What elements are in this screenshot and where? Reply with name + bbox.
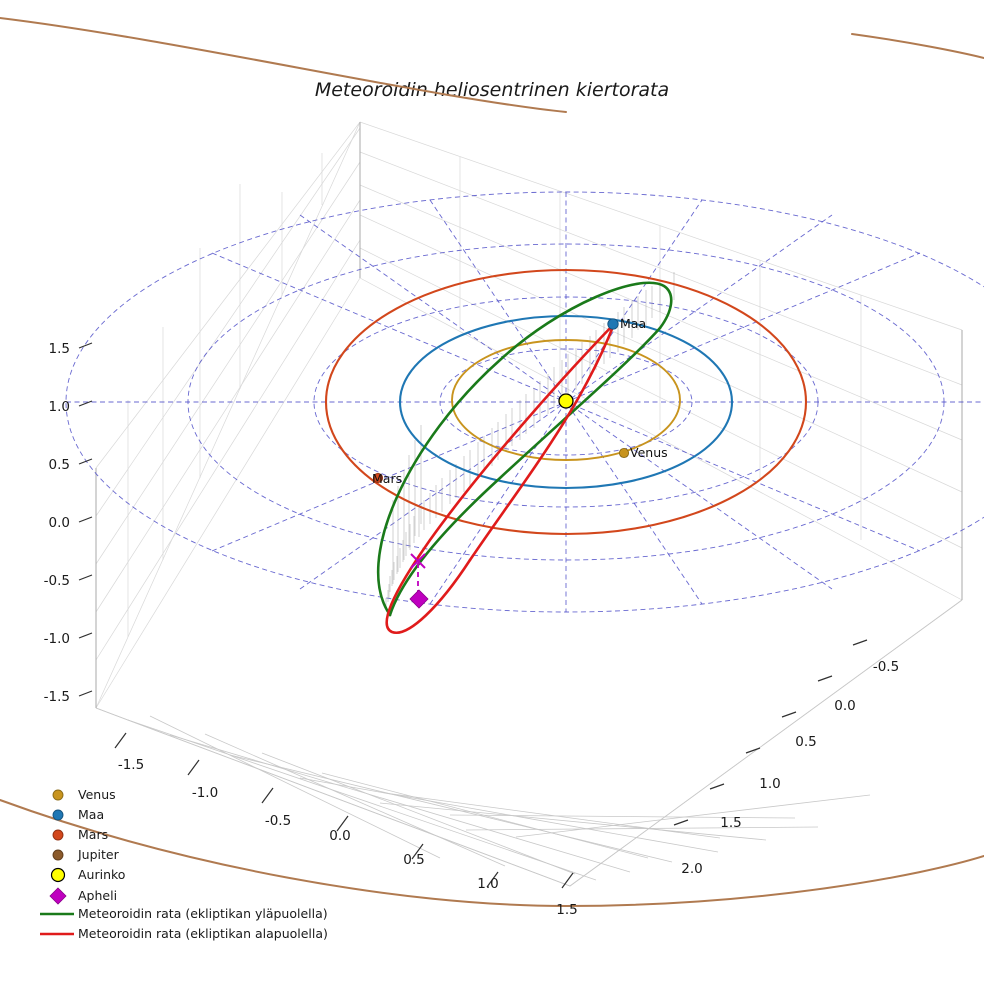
- body-markers[interactable]: Maa Venus Mars: [372, 316, 668, 486]
- orbit-jupiter-bottom: [0, 799, 984, 908]
- x-tick-label-2: -0.5: [265, 813, 291, 829]
- legend-label-apheli: Apheli: [78, 888, 117, 903]
- legend-label-venus: Venus: [78, 787, 116, 802]
- meteoroid-orbit: [376, 281, 673, 634]
- z-tick-label-2: 0.5: [49, 457, 70, 473]
- aphelion-projection-marker: [410, 553, 426, 569]
- orbit-meteoroid-below-2: [468, 322, 616, 562]
- legend-item-jupiter[interactable]: Jupiter: [52, 847, 120, 862]
- legend-item-aurinko[interactable]: Aurinko: [50, 867, 126, 883]
- orbit-meteoroid-above-2: [388, 326, 662, 617]
- aurinko-marker[interactable]: [558, 393, 574, 409]
- orbit-mars: [324, 268, 808, 536]
- y-tick-label-1: 0.0: [834, 698, 855, 714]
- legend-label-aurinko: Aurinko: [78, 867, 125, 882]
- orbit-meteoroid-below: [385, 322, 616, 634]
- y-tick-label-0: -0.5: [873, 659, 899, 675]
- y-axis: -0.5 0.0 0.5 1.0 1.5 2.0: [673, 639, 899, 877]
- legend-marker-apheli-icon: [49, 887, 67, 905]
- legend-label-meteoroid-below: Meteoroidin rata (ekliptikan alapuolella…: [78, 926, 328, 941]
- legend-item-mars[interactable]: Mars: [52, 827, 108, 842]
- page-title: Meteoroidin heliosentrinen kiertorata: [315, 79, 669, 101]
- orbit-jupiter-top: [0, 17, 567, 113]
- legend-marker-mars-icon: [52, 829, 64, 841]
- orbit-jupiter-top-right: [851, 33, 984, 59]
- legend[interactable]: Venus Maa Mars Jupiter Aurinko: [40, 787, 328, 941]
- x-tick-label-0: -1.5: [118, 757, 144, 773]
- legend-marker-jupiter-icon: [52, 849, 64, 861]
- legend-marker-venus-icon: [52, 789, 64, 801]
- legend-item-meteoroid-below[interactable]: Meteoroidin rata (ekliptikan alapuolella…: [40, 926, 328, 941]
- z-axis: 1.5 1.0 0.5 0.0 -0.5 -1.0 -1.5: [44, 341, 93, 705]
- orbit-meteoroid-above: [376, 281, 673, 617]
- maa-label: Maa: [620, 316, 646, 331]
- x-tick-label-1: -1.0: [192, 785, 218, 801]
- y-tick-label-4: 1.5: [720, 815, 741, 831]
- venus-marker[interactable]: [618, 447, 630, 459]
- maa-marker[interactable]: [607, 318, 619, 330]
- x-tick-label-6: 1.5: [556, 902, 577, 918]
- legend-label-meteoroid-above: Meteoroidin rata (ekliptikan yläpuolella…: [78, 906, 328, 921]
- mars-marker[interactable]: [372, 472, 384, 484]
- z-tick-label-1: 1.0: [49, 399, 70, 415]
- legend-label-maa: Maa: [78, 807, 104, 822]
- z-tick-label-0: 1.5: [49, 341, 70, 357]
- y-tick-label-3: 1.0: [759, 776, 780, 792]
- x-tick-label-5: 1.0: [477, 876, 498, 892]
- x-tick-label-3: 0.0: [329, 828, 350, 844]
- z-tick-label-3: 0.0: [49, 515, 70, 531]
- legend-item-venus[interactable]: Venus: [52, 787, 116, 802]
- y-tick-label-2: 0.5: [795, 734, 816, 750]
- legend-marker-maa-icon: [52, 809, 64, 821]
- legend-label-jupiter: Jupiter: [77, 847, 120, 862]
- y-tick-label-5: 2.0: [681, 861, 702, 877]
- legend-item-maa[interactable]: Maa: [52, 807, 104, 822]
- venus-label: Venus: [630, 445, 668, 460]
- legend-marker-aurinko-icon: [50, 867, 66, 883]
- orbit-venus: [451, 339, 681, 461]
- x-tick-label-4: 0.5: [403, 852, 424, 868]
- z-tick-label-6: -1.5: [44, 689, 70, 705]
- legend-label-mars: Mars: [78, 827, 108, 842]
- planet-orbits: [0, 17, 984, 908]
- z-tick-label-5: -1.0: [44, 631, 70, 647]
- mars-label: Mars: [372, 471, 402, 486]
- axes-panes: [95, 121, 963, 887]
- aphelion-group: [409, 553, 429, 609]
- aphelion-diamond-marker: [409, 589, 429, 609]
- z-tick-label-4: -0.5: [44, 573, 70, 589]
- orbit-maa: [398, 314, 734, 490]
- legend-item-meteoroid-above[interactable]: Meteoroidin rata (ekliptikan yläpuolella…: [40, 906, 328, 921]
- x-axis: -1.5 -1.0 -0.5 0.0 0.5 1.0 1.5: [114, 732, 578, 918]
- legend-item-apheli[interactable]: Apheli: [49, 887, 117, 905]
